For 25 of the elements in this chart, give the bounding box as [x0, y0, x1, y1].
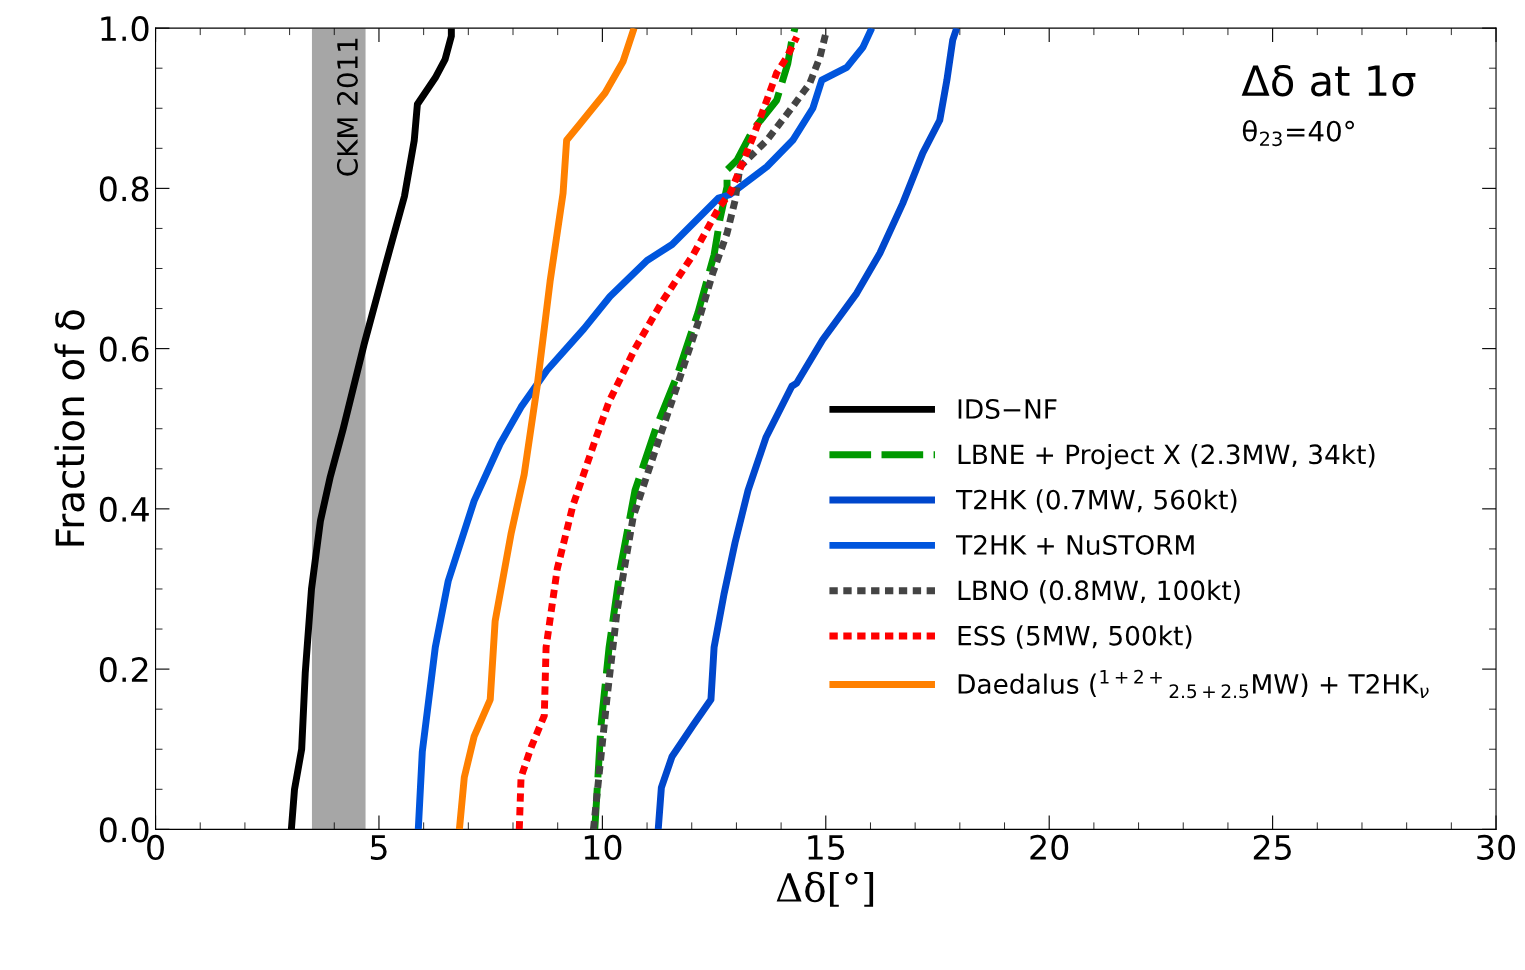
- x-tick-label: 20: [1030, 834, 1069, 861]
- y-tick-label: 1.0: [101, 16, 149, 42]
- x-tick-label: 15: [808, 835, 845, 861]
- y-axis-title: Fraction of δ: [54, 310, 85, 546]
- x-tick-label: 0: [147, 834, 164, 861]
- legend-label: IDS−NF: [958, 399, 1057, 419]
- legend-label: LBNE + Project X (2.3MW, 34kt): [958, 443, 1375, 470]
- y-tick-label: 0.0: [99, 817, 149, 843]
- x-tick-label: 5: [370, 835, 387, 861]
- legend-label: Daedalus ($^{1+2+}$$_{2.5+2.5}$MW) + T2HK$_{ν}$: [958, 669, 1429, 699]
- x-tick-label: 10: [584, 834, 622, 861]
- x-axis-title: Δδ[°]: [776, 871, 874, 907]
- annotation: θ$_{23}$=40°: [1242, 119, 1354, 147]
- annotation: Δδ at 1σ: [1241, 64, 1416, 97]
- y-tick-label: 0.8: [99, 176, 149, 202]
- x-tick-label: 25: [1253, 834, 1291, 861]
- legend-label: LBNO (0.8MW, 100kt): [958, 579, 1240, 604]
- legend-label: T2HK (0.7MW, 560kt): [956, 489, 1237, 513]
- y-tick-label: 0.4: [99, 496, 149, 522]
- x-tick-label: 30: [1477, 834, 1516, 861]
- legend-label: ESS (5MW, 500kt): [958, 625, 1192, 649]
- band-label: CKM 2011: [336, 38, 358, 176]
- legend-label: T2HK + NuSTORM: [956, 535, 1194, 555]
- y-tick-label: 0.6: [99, 336, 149, 362]
- y-tick-label: 0.2: [99, 657, 148, 683]
